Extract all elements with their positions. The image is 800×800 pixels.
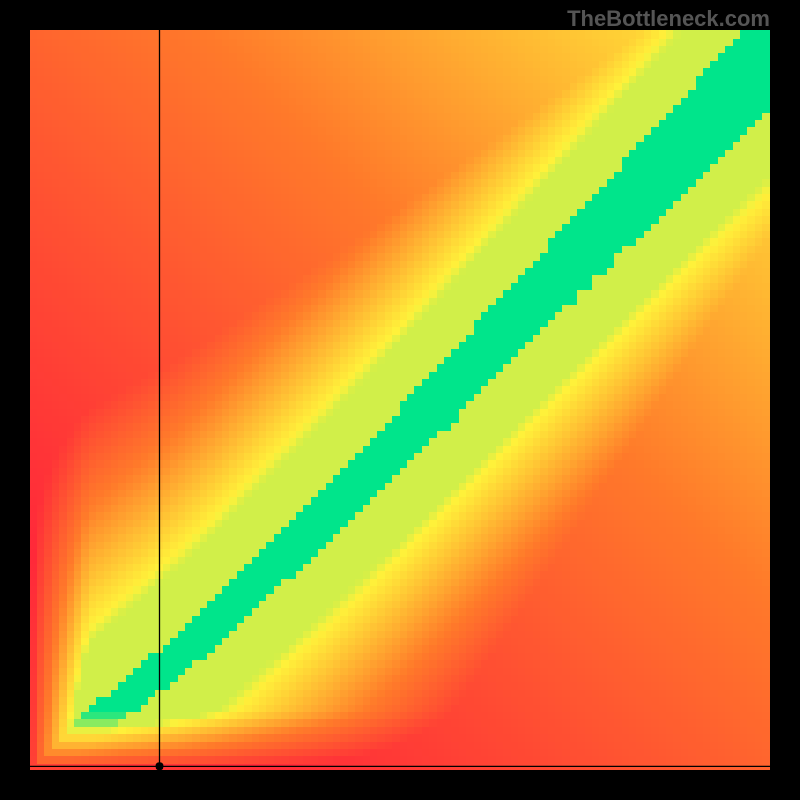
bottleneck-heatmap [30, 30, 770, 770]
watermark-text: TheBottleneck.com [567, 6, 770, 32]
chart-container: TheBottleneck.com [0, 0, 800, 800]
